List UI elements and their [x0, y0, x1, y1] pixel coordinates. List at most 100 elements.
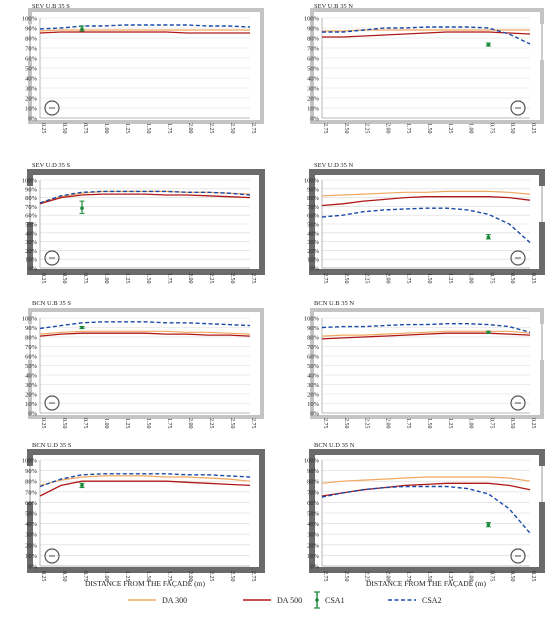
- x-tick-label: 1.50: [145, 571, 151, 582]
- x-tick-label: 0.25: [530, 273, 536, 284]
- legend-csa1-point: [315, 598, 319, 602]
- y-tick-label: 40%: [307, 76, 320, 83]
- y-tick-label: 50%: [307, 363, 320, 370]
- x-tick-label: 1.00: [468, 273, 474, 284]
- y-tick-label: 100%: [22, 178, 38, 185]
- chart-panel-7: 0% 10% 20% 30% 40% 50% 60% 70% 80% 90% 100% 0.25 0.5…: [22, 442, 265, 588]
- y-tick-label: 10%: [25, 106, 38, 113]
- x-tick-label: 0.25: [40, 123, 46, 134]
- x-axis-title: DISTANCE FROM THE FAÇADE (m): [366, 579, 486, 588]
- series-line-da-300: [39, 475, 251, 486]
- series-line-da-500: [39, 332, 251, 337]
- y-tick-label: 70%: [307, 46, 320, 53]
- y-tick-label: 90%: [307, 325, 320, 332]
- chart-panel-6: 0% 10% 20% 30% 40% 50% 60% 70% 80% 90% 100% 2.75 2.5…: [304, 300, 546, 429]
- x-tick-label: 0.50: [61, 123, 67, 134]
- chart-panel-1: 0% 10% 20% 30% 40% 50% 60% 70% 80% 90% 100% 0.25 0.5…: [22, 3, 264, 134]
- sensor-circle-icon: [510, 548, 526, 564]
- x-tick-label: 1.25: [447, 123, 453, 134]
- x-tick-label: 2.75: [250, 123, 256, 134]
- x-tick-label: 0.50: [61, 571, 67, 582]
- x-tick-label: 1.50: [426, 273, 432, 284]
- csa1-point: [486, 43, 491, 47]
- x-tick-label: 0.75: [488, 273, 494, 284]
- x-tick-label: 1.25: [124, 418, 130, 429]
- x-tick-label: 2.75: [322, 273, 328, 284]
- y-tick-label: 90%: [25, 468, 38, 475]
- y-tick-label: 70%: [307, 204, 320, 211]
- y-tick-label: 40%: [25, 373, 38, 380]
- x-tick-label: 1.00: [103, 571, 109, 582]
- room-wall: [309, 449, 545, 573]
- x-tick-label: 2.00: [384, 273, 390, 284]
- y-tick-label: 80%: [307, 479, 320, 486]
- series-line-da-300: [321, 330, 531, 337]
- y-tick-label: 0%: [310, 116, 319, 123]
- y-tick-label: 40%: [307, 230, 320, 237]
- x-tick-label: 1.50: [426, 571, 432, 582]
- x-tick-label: 0.75: [488, 418, 494, 429]
- sensor-circle-icon: [44, 548, 60, 564]
- y-tick-label: 80%: [25, 36, 38, 43]
- y-tick-label: 0%: [28, 411, 37, 418]
- y-tick-label: 60%: [25, 213, 38, 220]
- y-tick-label: 80%: [25, 479, 38, 486]
- x-tick-label: 1.50: [145, 418, 151, 429]
- y-tick-label: 20%: [307, 248, 320, 255]
- y-tick-label: 80%: [25, 195, 38, 202]
- x-tick-label: 0.50: [509, 123, 515, 134]
- y-tick-label: 20%: [307, 542, 320, 549]
- y-tick-label: 100%: [304, 316, 320, 323]
- series-line-da-500: [322, 31, 531, 38]
- y-tick-label: 50%: [307, 511, 320, 518]
- csa1-point: [486, 235, 491, 239]
- series-line-csa2: [39, 190, 251, 204]
- x-tick-label: 2.25: [208, 571, 214, 582]
- series-line-da-500: [321, 332, 531, 340]
- legend-label: CSA1: [325, 596, 345, 605]
- x-tick-label: 2.25: [208, 273, 214, 284]
- x-tick-label: 2.50: [229, 273, 235, 284]
- y-tick-label: 10%: [25, 257, 38, 264]
- x-tick-label: 0.75: [82, 418, 88, 429]
- y-tick-label: 90%: [25, 186, 38, 193]
- chart-panel-5: 0% 10% 20% 30% 40% 50% 60% 70% 80% 90% 100% 0.25 0.5…: [22, 300, 264, 429]
- y-tick-label: 70%: [25, 344, 38, 351]
- x-tick-label: 0.50: [509, 418, 515, 429]
- y-tick-label: 10%: [25, 401, 38, 408]
- x-tick-label: 1.75: [166, 123, 172, 134]
- y-tick-label: 60%: [307, 213, 320, 220]
- series-line-da-300: [39, 330, 251, 335]
- x-tick-label: 2.00: [384, 571, 390, 582]
- y-tick-label: 30%: [25, 86, 38, 93]
- y-tick-label: 100%: [22, 316, 38, 323]
- x-tick-label: 2.50: [229, 571, 235, 582]
- series-line-csa2: [39, 321, 251, 330]
- chart-panel-8: 0% 10% 20% 30% 40% 50% 60% 70% 80% 90% 100% 2.75 2.5…: [304, 442, 546, 588]
- x-tick-label: 1.25: [447, 418, 453, 429]
- x-tick-label: 2.00: [187, 123, 193, 134]
- room-wall: [27, 449, 265, 573]
- x-tick-label: 0.50: [509, 571, 515, 582]
- x-tick-label: 1.75: [405, 571, 411, 582]
- y-tick-label: 0%: [28, 116, 37, 123]
- x-tick-label: 1.25: [124, 571, 130, 582]
- x-axis-title: DISTANCE FROM THE FAÇADE (m): [85, 579, 205, 588]
- y-tick-label: 20%: [307, 96, 320, 103]
- y-tick-label: 50%: [25, 66, 38, 73]
- room-wall: [27, 169, 265, 275]
- y-tick-label: 40%: [25, 521, 38, 528]
- y-tick-label: 30%: [307, 86, 320, 93]
- y-tick-label: 40%: [25, 230, 38, 237]
- y-tick-label: 0%: [310, 266, 319, 273]
- x-tick-label: 1.50: [426, 418, 432, 429]
- legend-item: DA 500: [243, 596, 302, 605]
- series-line-csa2: [321, 207, 531, 244]
- chart-title: SEV U.D 35 N: [314, 162, 354, 169]
- x-tick-label: 2.50: [229, 418, 235, 429]
- legend-item: DA 300: [128, 596, 187, 605]
- legend: DA 300 DA 500 CSA1 CSA2: [128, 591, 442, 609]
- x-tick-label: 2.50: [343, 273, 349, 284]
- sensor-circle-icon: [44, 250, 60, 266]
